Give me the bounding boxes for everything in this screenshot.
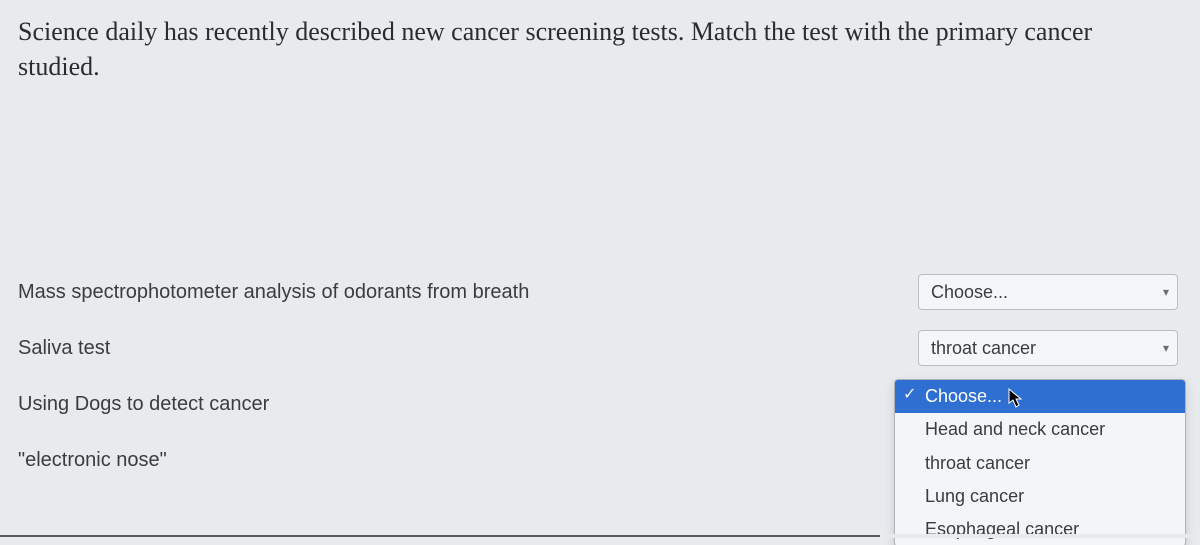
dropdown-option[interactable]: Lung cancer xyxy=(895,480,1185,513)
answer-select[interactable]: Choose... ▾ xyxy=(918,274,1178,310)
question-text: Science daily has recently described new… xyxy=(18,14,1178,84)
quiz-page: Science daily has recently described new… xyxy=(0,0,1200,545)
match-row: Saliva test throat cancer ▾ xyxy=(18,320,1178,376)
dropdown-option[interactable]: Esophageal cancer xyxy=(895,513,1185,545)
select-value: Choose... xyxy=(931,282,1008,303)
answer-select[interactable]: throat cancer ▾ xyxy=(918,330,1178,366)
row-label: Using Dogs to detect cancer xyxy=(18,393,269,416)
caret-icon: ▾ xyxy=(1163,286,1169,298)
dropdown-option[interactable]: Choose... xyxy=(895,380,1185,413)
caret-icon: ▾ xyxy=(1163,342,1169,354)
dropdown-option[interactable]: Head and neck cancer xyxy=(895,413,1185,446)
row-label: Saliva test xyxy=(18,337,110,360)
answer-dropdown[interactable]: Choose... Head and neck cancer throat ca… xyxy=(894,379,1186,545)
match-row: Mass spectrophotometer analysis of odora… xyxy=(18,264,1178,320)
section-divider xyxy=(0,535,1200,537)
row-label: Mass spectrophotometer analysis of odora… xyxy=(18,281,529,304)
match-rows: Mass spectrophotometer analysis of odora… xyxy=(18,264,1178,488)
select-value: throat cancer xyxy=(931,338,1036,359)
row-label: "electronic nose" xyxy=(18,449,167,472)
divider-gap xyxy=(880,534,1200,538)
dropdown-option[interactable]: throat cancer xyxy=(895,447,1185,480)
